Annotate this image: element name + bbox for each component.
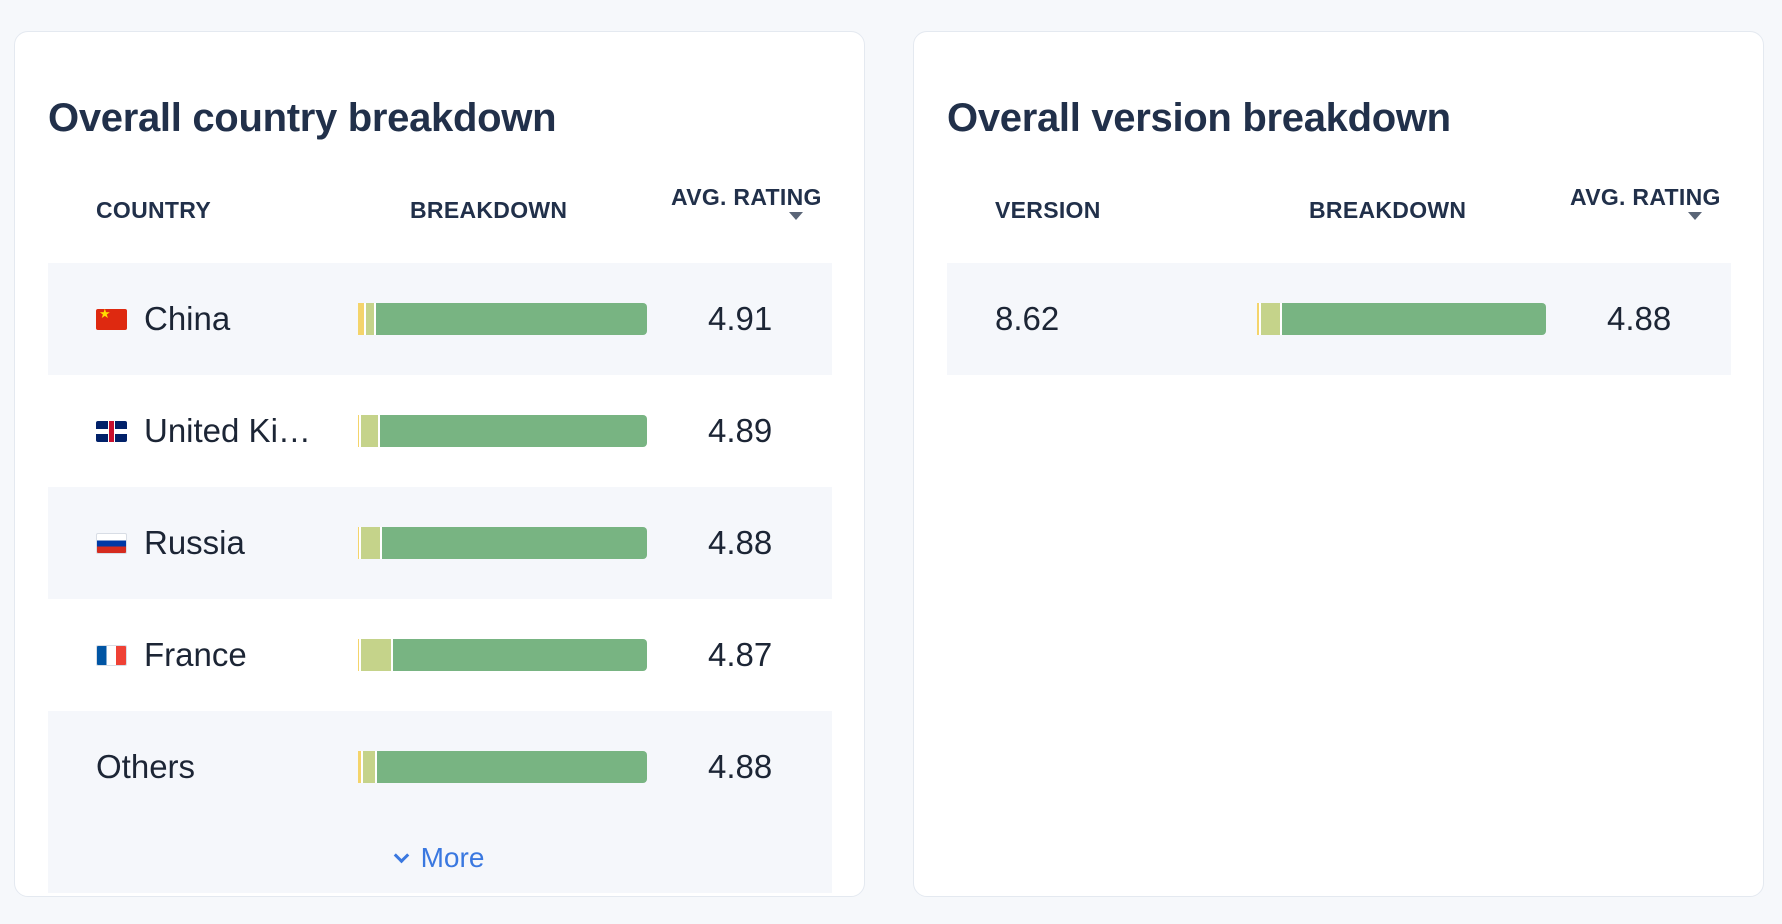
column-header-breakdown: BREAKDOWN bbox=[410, 197, 568, 223]
table-row[interactable]: Russia 4.88 bbox=[48, 487, 832, 599]
row-label: Russia bbox=[144, 524, 245, 561]
bar-segment bbox=[1257, 303, 1260, 335]
row-name-cell: United Ki… bbox=[96, 375, 311, 487]
more-button[interactable]: More bbox=[48, 823, 832, 893]
table-row[interactable]: Others 4.88 bbox=[48, 711, 832, 823]
france-flag-icon bbox=[96, 644, 127, 666]
avg-rating-value: 4.88 bbox=[1607, 300, 1672, 337]
card-title: Overall country breakdown bbox=[48, 96, 557, 140]
row-name-cell: China bbox=[96, 263, 230, 375]
table-row[interactable]: China 4.91 bbox=[48, 263, 832, 375]
country-breakdown-card: Overall country breakdown COUNTRY BREAKD… bbox=[14, 31, 865, 897]
avg-rating-value: 4.89 bbox=[708, 412, 773, 449]
bar-segment bbox=[375, 751, 647, 783]
column-header-version[interactable]: VERSION bbox=[995, 197, 1101, 223]
avg-rating-value: 4.88 bbox=[708, 748, 773, 785]
row-label: 8.62 bbox=[995, 300, 1060, 337]
column-header-avg-rating[interactable]: AVG. RATING bbox=[1570, 184, 1721, 210]
bar-segment bbox=[390, 639, 647, 671]
avg-rating-value: 4.88 bbox=[708, 524, 773, 561]
column-header-breakdown: BREAKDOWN bbox=[1309, 197, 1467, 223]
row-name-cell: 8.62 bbox=[995, 263, 1059, 375]
rating-breakdown-bar[interactable] bbox=[358, 639, 647, 671]
avg-rating-value: 4.87 bbox=[708, 636, 773, 673]
row-label: China bbox=[144, 300, 231, 337]
country-table-body: China 4.91 United Ki… 4.89 Russia 4.88 France 4… bbox=[48, 263, 832, 893]
russia-flag-icon bbox=[96, 532, 127, 554]
row-label: France bbox=[144, 636, 247, 673]
sort-descending-icon[interactable] bbox=[789, 212, 803, 220]
rating-breakdown-bar[interactable] bbox=[358, 751, 647, 783]
rating-breakdown-bar[interactable] bbox=[1257, 303, 1546, 335]
bar-segment bbox=[1259, 303, 1280, 335]
bar-segment bbox=[1279, 303, 1546, 335]
bar-segment bbox=[373, 303, 647, 335]
more-label: More bbox=[420, 842, 485, 873]
bar-segment bbox=[358, 751, 361, 783]
more-link[interactable]: More bbox=[393, 842, 485, 874]
table-row[interactable]: United Ki… 4.89 bbox=[48, 375, 832, 487]
column-header-avg-rating[interactable]: AVG. RATING bbox=[671, 184, 822, 210]
bar-segment bbox=[358, 303, 364, 335]
version-table-body: 8.62 4.88 bbox=[947, 263, 1731, 375]
table-row[interactable]: France 4.87 bbox=[48, 599, 832, 711]
bar-segment bbox=[358, 639, 391, 671]
rating-breakdown-bar[interactable] bbox=[358, 415, 647, 447]
table-row[interactable]: 8.62 4.88 bbox=[947, 263, 1731, 375]
bar-segment bbox=[358, 639, 359, 671]
bar-segment bbox=[360, 751, 376, 783]
rating-breakdown-bar[interactable] bbox=[358, 303, 647, 335]
bar-segment bbox=[359, 527, 380, 559]
bar-segment bbox=[358, 415, 360, 447]
bar-segment bbox=[378, 415, 647, 447]
avg-rating-value: 4.91 bbox=[708, 300, 773, 337]
chevron-down-icon bbox=[393, 847, 409, 863]
version-breakdown-card: Overall version breakdown VERSION BREAKD… bbox=[913, 31, 1764, 897]
row-label: Others bbox=[96, 748, 196, 785]
column-header-country[interactable]: COUNTRY bbox=[96, 197, 211, 223]
rating-breakdown-bar[interactable] bbox=[358, 527, 647, 559]
bar-segment bbox=[358, 527, 360, 559]
bar-segment bbox=[379, 527, 647, 559]
row-name-cell: France bbox=[96, 599, 247, 711]
united-kingdom-flag-icon bbox=[96, 420, 127, 442]
bar-segment bbox=[359, 415, 379, 447]
row-name-cell: Russia bbox=[96, 487, 245, 599]
sort-descending-icon[interactable] bbox=[1688, 212, 1702, 220]
china-flag-icon bbox=[96, 308, 127, 330]
row-name-cell: Others bbox=[96, 711, 195, 823]
row-label: United Ki… bbox=[144, 412, 311, 449]
card-title: Overall version breakdown bbox=[947, 96, 1451, 140]
bar-segment bbox=[363, 303, 374, 335]
